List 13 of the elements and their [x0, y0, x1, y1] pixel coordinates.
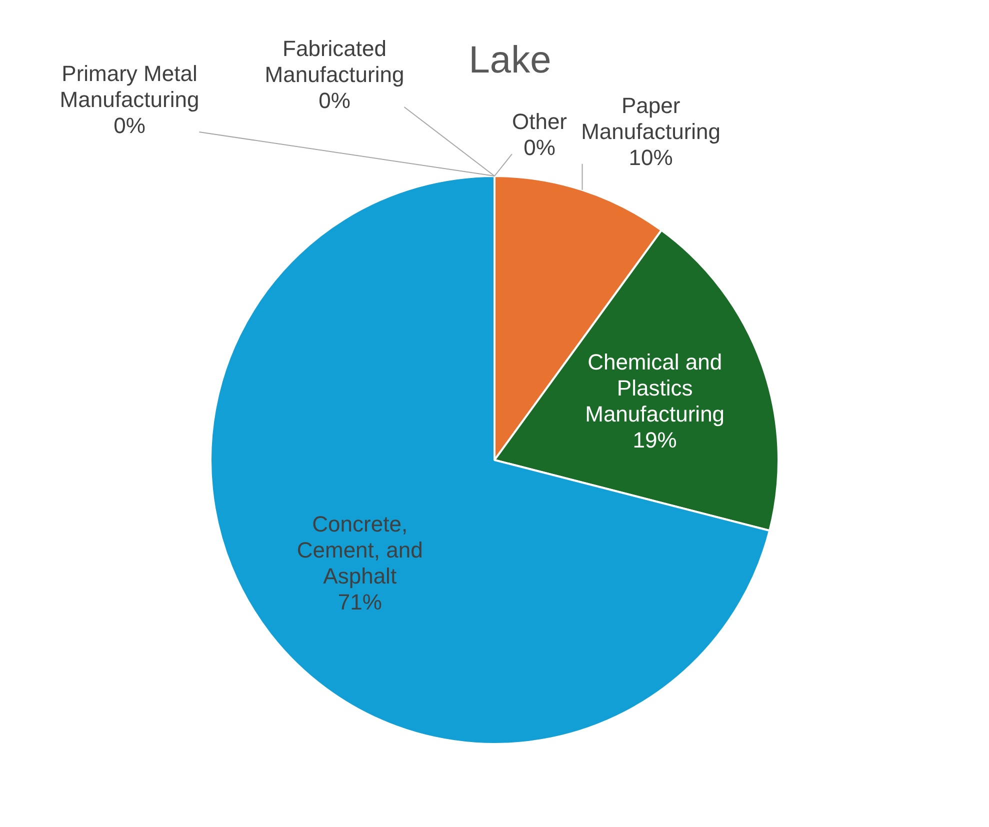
- data-label: 19%: [632, 427, 677, 452]
- text: 0%: [318, 88, 350, 114]
- category-label: Primary Metal Manufacturing: [60, 61, 200, 112]
- category-label: Other: [512, 109, 568, 134]
- slice-label: Chemical and Plastics Manufacturing: [585, 349, 725, 426]
- category-label: Fabricated Manufacturing: [264, 36, 404, 88]
- data-label: 10%: [628, 144, 673, 170]
- text: 0%: [114, 113, 146, 138]
- text: 0%: [524, 135, 556, 160]
- chart-title: Lake: [468, 39, 552, 82]
- slice-label: Concrete, Cement, and Asphalt: [296, 512, 423, 588]
- data-label: 71%: [338, 590, 382, 614]
- slice-label: Paper Manufacturing: [581, 92, 721, 144]
